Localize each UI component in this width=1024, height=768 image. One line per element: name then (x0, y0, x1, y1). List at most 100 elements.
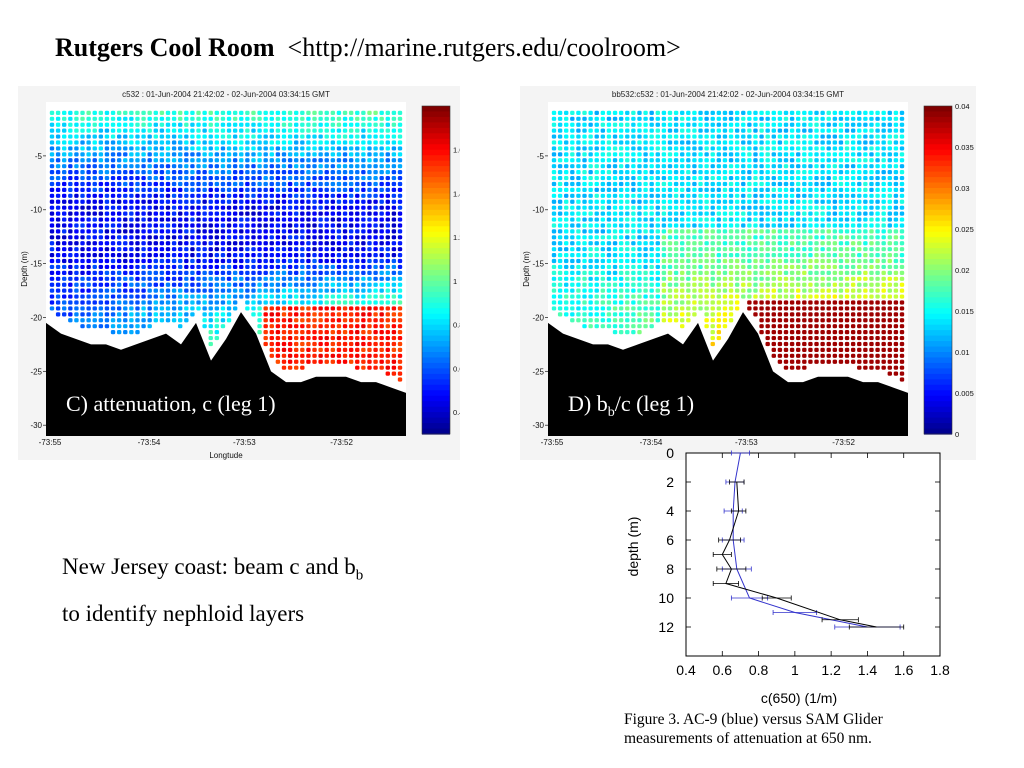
data-cell (661, 264, 667, 270)
data-cell (820, 247, 825, 252)
colorbar-step (422, 341, 450, 348)
data-cell (899, 134, 905, 139)
data-cell (281, 276, 287, 281)
data-cell (881, 128, 886, 133)
data-cell (220, 229, 226, 234)
data-cell (318, 146, 323, 151)
data-cell (667, 235, 673, 240)
data-cell (306, 158, 311, 163)
data-cell (373, 270, 378, 275)
data-cell (832, 306, 838, 311)
data-cell (594, 205, 599, 210)
data-cell (110, 294, 116, 299)
colorbar: 1.61.41.210.80.60.4 (421, 105, 460, 435)
data-cell (312, 193, 317, 198)
data-cell (570, 170, 575, 175)
data-cell (881, 223, 886, 228)
data-cell (348, 270, 354, 275)
data-cell (838, 353, 844, 358)
data-cell (251, 134, 256, 139)
data-cell (287, 312, 293, 317)
data-cell (802, 282, 807, 287)
data-cell (165, 247, 171, 252)
data-cell (899, 217, 905, 222)
data-cell (692, 116, 697, 121)
data-cell (698, 294, 703, 299)
data-cell (294, 128, 299, 133)
data-cell (141, 211, 146, 216)
data-cell (190, 294, 195, 299)
data-cell (716, 229, 722, 234)
data-cell (178, 252, 183, 258)
y-tick-label: 8 (666, 561, 674, 577)
data-cell (649, 170, 654, 175)
data-cell (385, 264, 390, 270)
data-cell (600, 217, 606, 222)
data-cell (582, 282, 587, 287)
data-cell (637, 175, 642, 181)
data-cell (202, 175, 207, 181)
data-cell (74, 312, 79, 317)
data-cell (165, 146, 171, 151)
data-cell (165, 300, 171, 305)
data-cell (202, 110, 207, 115)
data-cell (625, 282, 630, 287)
data-cell (184, 158, 189, 163)
data-cell (649, 110, 654, 115)
data-cell (208, 335, 213, 341)
data-cell (710, 294, 715, 299)
slide-title-link[interactable]: <http://marine.rutgers.edu/coolroom> (287, 33, 681, 62)
data-cell (355, 170, 360, 175)
data-cell (116, 330, 122, 335)
data-cell (324, 347, 329, 353)
data-cell (208, 258, 213, 264)
data-cell (850, 158, 856, 163)
data-cell (820, 140, 825, 145)
data-cell (625, 158, 630, 163)
data-cell (857, 146, 862, 151)
data-cell (141, 300, 146, 305)
data-cell (808, 128, 813, 133)
data-cell (281, 306, 287, 311)
data-cell (373, 318, 378, 323)
data-cell (673, 122, 679, 127)
data-cell (348, 252, 354, 258)
data-cell (777, 205, 783, 210)
data-cell (397, 294, 403, 299)
data-cell (257, 324, 262, 329)
data-cell (686, 175, 691, 181)
data-cell (661, 223, 667, 228)
data-cell (838, 276, 844, 281)
data-cell (698, 223, 703, 228)
data-cell (385, 347, 390, 353)
data-cell (342, 276, 348, 281)
data-cell (379, 282, 384, 287)
data-cell (704, 324, 709, 329)
colorbar-step (422, 182, 450, 189)
data-cell (300, 128, 305, 133)
data-cell (753, 223, 758, 228)
data-cell (673, 294, 679, 299)
data-cell (899, 241, 905, 246)
data-cell (55, 288, 61, 293)
data-cell (850, 193, 856, 198)
data-cell (570, 122, 575, 127)
data-cell (722, 241, 728, 246)
data-cell (123, 276, 128, 281)
data-cell (294, 229, 299, 234)
data-cell (275, 116, 281, 121)
data-cell (342, 347, 348, 353)
data-cell (667, 241, 673, 246)
data-cell (263, 205, 268, 210)
data-cell (850, 241, 856, 246)
data-cell (582, 312, 587, 317)
data-cell (692, 134, 697, 139)
data-cell (808, 276, 813, 281)
data-cell (324, 134, 329, 139)
data-cell (661, 252, 667, 258)
data-cell (214, 181, 220, 187)
data-cell (606, 235, 612, 240)
data-cell (612, 288, 618, 293)
data-cell (129, 300, 134, 305)
data-cell (564, 276, 569, 281)
